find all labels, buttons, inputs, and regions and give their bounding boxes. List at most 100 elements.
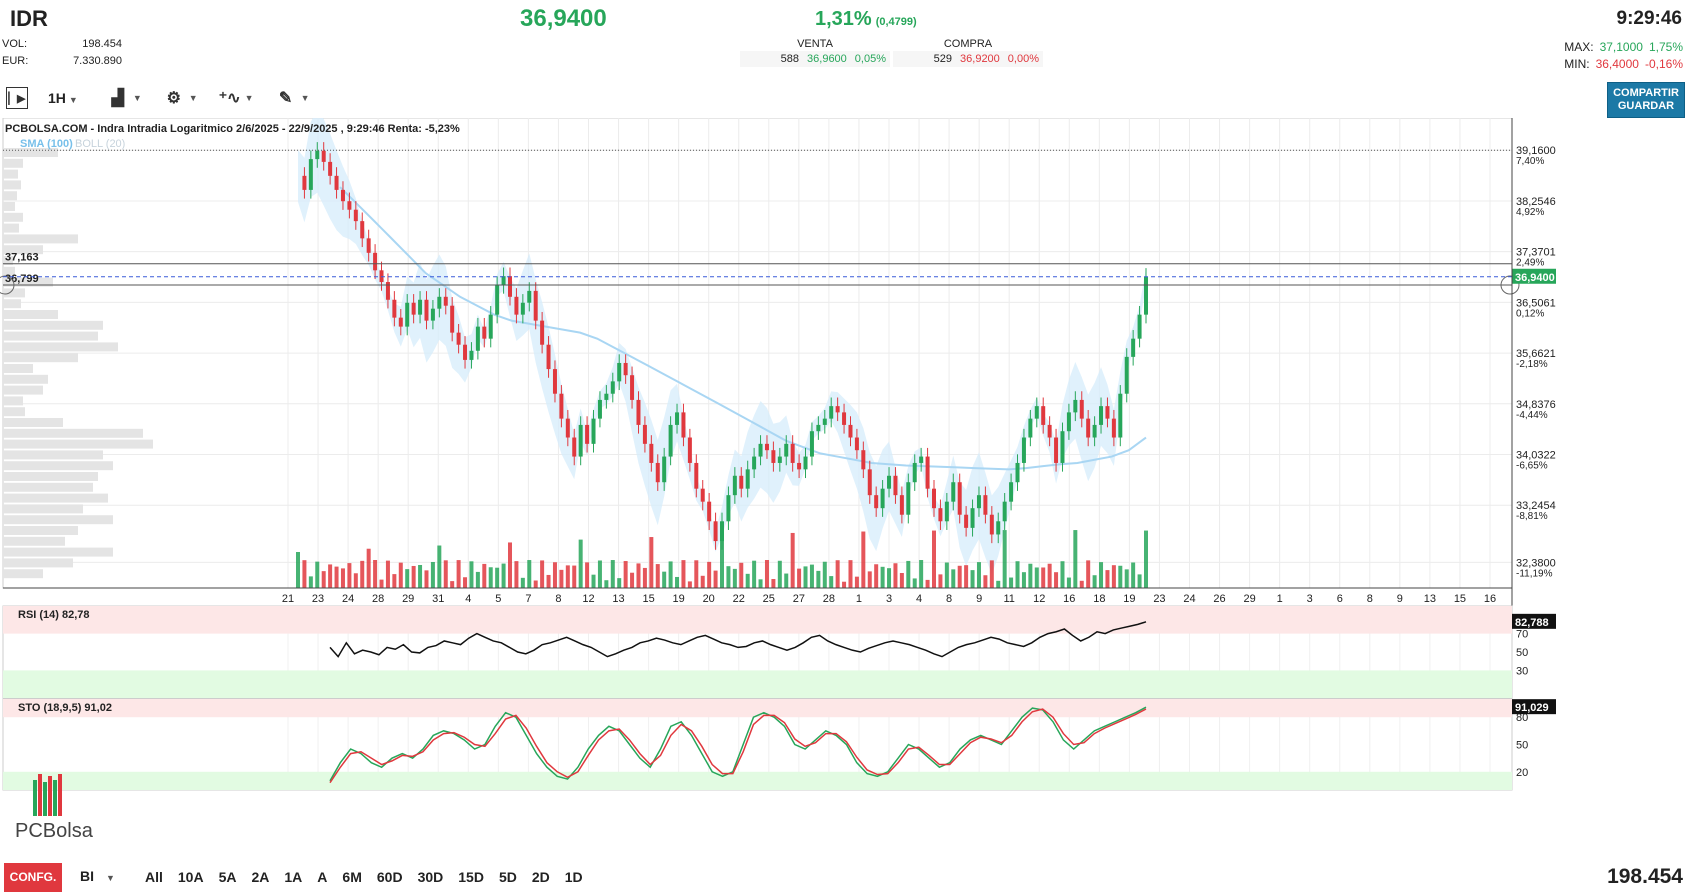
period-selector: All 10A 5A 2A 1A A 6M 60D 30D 15D 5D 2D 1D — [145, 869, 598, 885]
interval-selector[interactable]: 1H ▼ — [48, 90, 78, 106]
y-tick-label: 39,1600 — [1516, 145, 1556, 157]
candle-body — [649, 443, 654, 463]
candle-body — [398, 317, 403, 327]
chart-type-icon[interactable]: ▟ — [111, 90, 124, 107]
candle-body — [951, 482, 956, 502]
x-tick-label: 16 — [1484, 593, 1496, 605]
volume-profile-bar — [3, 504, 83, 514]
panel-toggle-icon[interactable]: ▏▶ — [6, 87, 28, 109]
volume-profile-bar — [3, 299, 21, 309]
candle-body — [456, 332, 461, 345]
volume-profile-bar — [3, 353, 78, 363]
volume-bar — [797, 568, 802, 588]
candle-body — [944, 501, 949, 522]
candle-body — [842, 412, 847, 425]
indicators-icon[interactable]: ⁺∿ — [218, 90, 241, 107]
candle-body — [662, 456, 667, 483]
period-5a[interactable]: 5A — [218, 869, 237, 885]
support-label: 37,163 — [5, 252, 39, 264]
chevron-down-icon: ▼ — [132, 93, 142, 103]
candle-body — [334, 175, 339, 190]
candle-body — [1144, 276, 1148, 315]
volume-bar — [687, 581, 692, 588]
volume-profile-bar — [3, 374, 48, 384]
candle-body — [610, 381, 615, 394]
x-tick-label: 20 — [703, 593, 715, 605]
candle-body — [617, 362, 622, 382]
volume-row: VOL: 198.454 — [2, 38, 122, 50]
eur-row: EUR: 7.330.890 — [2, 55, 122, 67]
y-tick-pct: -6,65% — [1516, 461, 1548, 472]
volume-profile-bar — [3, 191, 17, 201]
share-save-button[interactable]: COMPARTIR GUARDAR — [1607, 82, 1685, 118]
candle-body — [1054, 437, 1059, 463]
volume-bar — [508, 542, 512, 588]
period-6m[interactable]: 6M — [342, 869, 362, 885]
period-2d[interactable]: 2D — [531, 869, 550, 885]
candle-body — [989, 514, 994, 535]
candle-body — [835, 406, 840, 413]
venta-pct: 0,05% — [854, 53, 886, 65]
max-label: MAX: — [1564, 40, 1594, 54]
volume-bar — [854, 576, 859, 588]
candle-body — [739, 475, 744, 489]
rsi-line — [329, 621, 1147, 658]
volume-bar — [835, 560, 840, 588]
change: 1,31% (0,4799) — [815, 8, 917, 31]
candle-body — [809, 431, 814, 457]
candle-body — [964, 514, 969, 528]
bi-selector[interactable]: BI ▼ — [80, 868, 115, 884]
candle-body — [308, 159, 313, 190]
min-pct: -0,16% — [1644, 57, 1683, 71]
x-tick-label: 15 — [642, 593, 654, 605]
volume-bar — [469, 561, 474, 588]
period-a[interactable]: A — [317, 869, 328, 885]
volume-bar — [732, 568, 737, 588]
candle-body — [803, 456, 808, 470]
eur-label: EUR: — [2, 55, 29, 67]
volume-bar — [720, 534, 724, 588]
volume-bar — [790, 532, 795, 588]
x-tick-label: 1 — [856, 593, 862, 605]
candle-body — [1047, 424, 1052, 438]
volume-profile — [3, 148, 153, 579]
share-label: COMPARTIR — [1613, 87, 1679, 99]
x-tick-label: 9 — [976, 593, 982, 605]
gear-icon[interactable]: ⚙ — [166, 90, 181, 107]
x-tick-label: 24 — [1183, 593, 1195, 605]
volume-bar — [1124, 569, 1129, 588]
candle-body — [418, 299, 423, 315]
period-5d[interactable]: 5D — [498, 869, 517, 885]
volume-profile-bar — [3, 256, 13, 265]
line-handle-right — [1500, 275, 1520, 295]
x-tick-label: 31 — [432, 593, 444, 605]
volume-profile-bar — [3, 482, 93, 492]
period-30d[interactable]: 30D — [417, 869, 444, 885]
volume-profile-bar — [3, 364, 33, 373]
volume-bar — [848, 560, 853, 588]
volume-bar — [1092, 575, 1097, 588]
period-60d[interactable]: 60D — [376, 869, 403, 885]
volume-profile-bar — [3, 310, 58, 319]
period-10a[interactable]: 10A — [177, 869, 204, 885]
period-1d[interactable]: 1D — [564, 869, 583, 885]
volume-bar — [565, 565, 570, 588]
price-series — [302, 142, 1148, 550]
period-all[interactable]: All — [145, 869, 163, 885]
volume-bar — [1105, 570, 1110, 588]
volume-bar — [951, 569, 956, 588]
compra-title: COMPRA — [943, 38, 993, 50]
volume-bar — [430, 561, 435, 588]
logo-text: PCBolsa — [15, 820, 93, 842]
pencil-icon[interactable]: ✎ — [278, 90, 293, 107]
last-price: 36,9400 — [520, 5, 607, 32]
volume-bar — [874, 564, 879, 588]
period-1a[interactable]: 1A — [284, 869, 303, 885]
period-2a[interactable]: 2A — [251, 869, 270, 885]
volume-bar — [488, 567, 493, 588]
volume-profile-bar — [3, 569, 43, 579]
period-15d[interactable]: 15D — [458, 869, 484, 885]
config-button[interactable]: CONFG. — [4, 863, 62, 892]
